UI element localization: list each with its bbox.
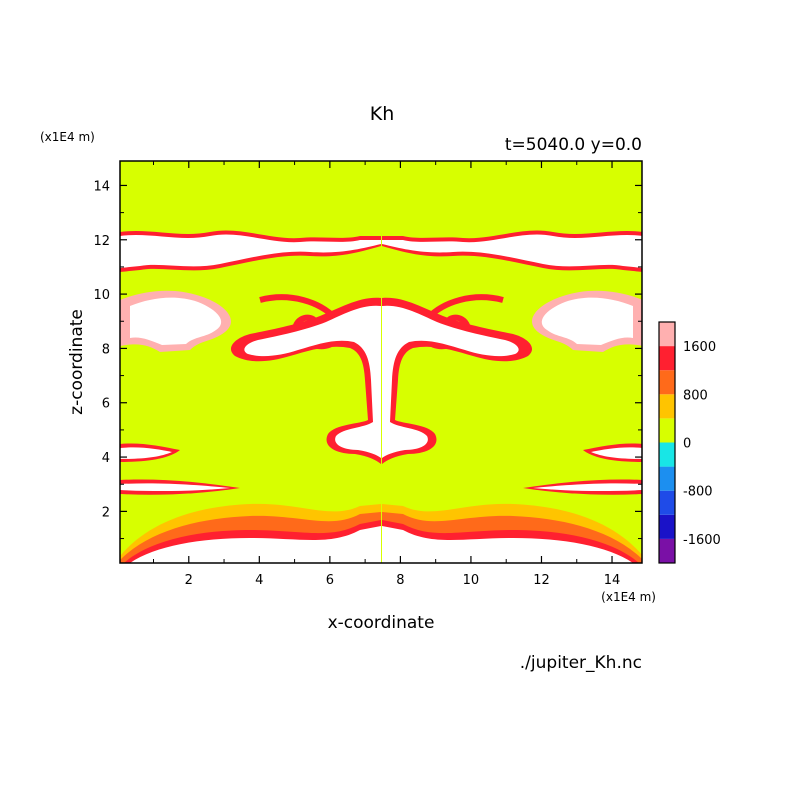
x-tick-label: 10 [463, 573, 480, 588]
colorbar-tick-label: -800 [683, 485, 713, 500]
colorbar-frame [658, 321, 676, 564]
x-tick-label: 8 [396, 573, 404, 588]
y-tick-label: 8 [102, 342, 110, 357]
x-unit-label: (x1E4 m) [601, 590, 656, 604]
colorbar-swatch [659, 370, 675, 395]
y-unit-label: (x1E4 m) [40, 130, 95, 144]
heatmap-field [120, 161, 642, 563]
y-tick-label: 6 [102, 397, 110, 412]
axes: 2 4 6 8 10 12 14 2 4 6 8 10 12 14 [93, 160, 643, 588]
y-tick-label: 14 [93, 179, 110, 194]
colorbar-swatch [659, 490, 675, 515]
colorbar-swatch [659, 442, 675, 467]
colorbar-tick-label: 0 [683, 437, 691, 452]
colorbar-swatch [659, 418, 675, 443]
x-tick-label: 14 [604, 573, 621, 588]
colorbar-tick-label: 1600 [683, 340, 716, 355]
y-axis-label: z-coordinate [67, 309, 87, 415]
x-tick-label: 12 [533, 573, 550, 588]
colorbar-swatch [659, 538, 675, 563]
colorbar-tick-label: 800 [683, 388, 708, 403]
colorbar-tick-label: -1600 [683, 533, 721, 548]
colorbar-swatch [659, 346, 675, 371]
y-tick-label: 2 [102, 505, 110, 520]
chart-subtitle: t=5040.0 y=0.0 [505, 135, 642, 155]
colorbar-swatch [659, 466, 675, 491]
y-tick-label: 4 [102, 451, 110, 466]
plot-frame [119, 160, 643, 564]
colorbar-swatch [659, 514, 675, 539]
x-tick-label: 6 [326, 573, 334, 588]
chart-title: Kh [370, 103, 395, 125]
x-tick-label: 4 [255, 573, 263, 588]
colorbar-swatch [659, 394, 675, 419]
colorbar: -1600 -800 0 800 1600 [658, 321, 721, 564]
colorbar-swatch [659, 322, 675, 347]
y-tick-label: 10 [93, 288, 110, 303]
y-tick-label: 12 [93, 234, 110, 249]
x-axis-label: x-coordinate [328, 613, 435, 633]
source-file-label: ./jupiter_Kh.nc [520, 653, 642, 673]
x-tick-label: 2 [185, 573, 193, 588]
